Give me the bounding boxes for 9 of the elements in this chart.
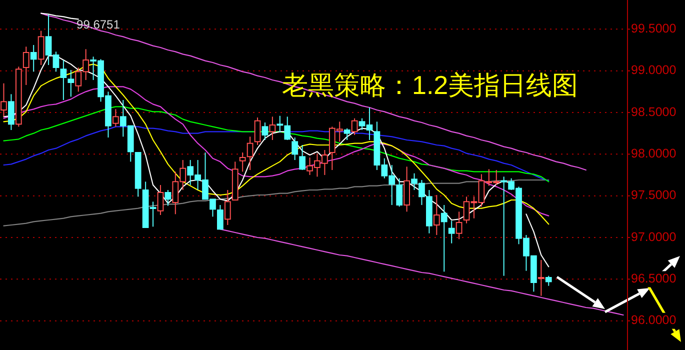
y-tick-label: 99.5000 <box>631 21 676 36</box>
y-tick-label: 96.5000 <box>631 271 676 286</box>
y-tick-label: 98.5000 <box>631 104 676 119</box>
y-tick-label: 97.5000 <box>631 188 676 202</box>
y-tick-label: 97.0000 <box>631 230 676 244</box>
y-tick-label: 99.0000 <box>631 63 676 78</box>
annotation: 99.6751 <box>76 18 120 32</box>
y-tick-label: 98.0000 <box>631 146 676 160</box>
y-tick-label: 96.0000 <box>631 313 676 328</box>
